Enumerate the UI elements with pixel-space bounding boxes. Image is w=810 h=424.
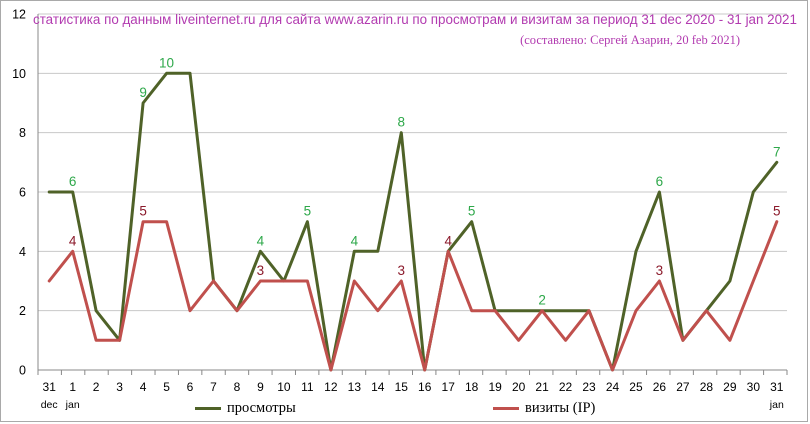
x-tick-label: 9 — [257, 380, 264, 394]
x-tick-label: 1 — [69, 380, 76, 394]
x-tick-label: 28 — [700, 380, 714, 394]
data-label-series-1: 5 — [468, 204, 476, 219]
x-tick-label: 23 — [582, 380, 596, 394]
y-tick-label: 0 — [19, 364, 26, 378]
data-label-series-2: 4 — [444, 233, 452, 248]
x-tick-label: 14 — [371, 380, 385, 394]
x-tick-label: 26 — [653, 380, 667, 394]
x-tick-label: 13 — [348, 380, 362, 394]
legend-swatch-views — [195, 406, 221, 410]
data-label-series-2: 3 — [656, 263, 664, 278]
x-tick-label: 19 — [488, 380, 502, 394]
legend-label-visits: визиты (IP) — [525, 399, 596, 416]
y-tick-label: 2 — [19, 304, 26, 318]
x-tick-label: 22 — [559, 380, 573, 394]
legend-item-views: просмотры — [195, 398, 296, 418]
y-tick-label: 10 — [12, 67, 26, 81]
x-tick-label: 11 — [301, 380, 314, 394]
chart-title: статистика по данным liveinternet.ru для… — [33, 12, 797, 27]
x-month-label: dec — [41, 399, 58, 411]
x-month-label: jan — [769, 399, 784, 411]
data-label-series-2: 4 — [69, 233, 77, 248]
chart-subtitle: (составлено: Сергей Азарин, 20 feb 2021) — [520, 33, 740, 47]
y-tick-label: 12 — [12, 8, 26, 22]
data-label-series-2: 3 — [398, 263, 406, 278]
x-tick-label: 3 — [116, 380, 123, 394]
x-tick-label: 8 — [234, 380, 241, 394]
x-tick-label: 12 — [324, 380, 338, 394]
data-label-series-1: 6 — [69, 174, 77, 189]
legend-label-views: просмотры — [227, 399, 296, 416]
x-tick-label: 21 — [535, 380, 549, 394]
y-tick-label: 6 — [19, 186, 26, 200]
data-label-series-1: 6 — [656, 174, 664, 189]
x-tick-label: 6 — [187, 380, 194, 394]
x-tick-label: 27 — [676, 380, 690, 394]
x-tick-label: 17 — [442, 380, 456, 394]
legend-swatch-visits — [493, 406, 519, 410]
x-month-label: jan — [65, 399, 80, 411]
data-label-series-1: 2 — [538, 293, 546, 308]
series-line-1 — [47, 71, 779, 372]
x-tick-label: 25 — [629, 380, 643, 394]
x-tick-label: 29 — [723, 380, 737, 394]
y-tick-label: 8 — [19, 126, 26, 140]
data-label-series-1: 5 — [304, 204, 312, 219]
x-tick-label: 30 — [747, 380, 761, 394]
x-tick-label: 15 — [395, 380, 409, 394]
x-tick-label: 5 — [163, 380, 170, 394]
x-tick-label: 31 — [770, 380, 784, 394]
x-tick-label: 31 — [43, 380, 57, 394]
data-label-series-1: 4 — [351, 233, 359, 248]
series-line-2 — [47, 220, 779, 372]
x-tick-label: 7 — [210, 380, 217, 394]
data-label-series-1: 9 — [139, 85, 147, 100]
x-tick-label: 10 — [277, 380, 291, 394]
legend-item-visits: визиты (IP) — [493, 398, 595, 418]
data-label-series-1: 4 — [257, 233, 265, 248]
data-label-series-1: 7 — [773, 144, 781, 159]
x-tick-label: 18 — [465, 380, 479, 394]
data-label-series-2: 5 — [139, 204, 147, 219]
data-label-series-1: 8 — [398, 115, 406, 130]
x-tick-label: 2 — [93, 380, 100, 394]
x-tick-label: 24 — [606, 380, 620, 394]
data-label-series-2: 5 — [773, 204, 781, 219]
x-tick-label: 16 — [418, 380, 432, 394]
data-label-series-1: 10 — [159, 55, 174, 70]
x-tick-label: 20 — [512, 380, 526, 394]
x-tick-label: 4 — [140, 380, 147, 394]
y-tick-label: 4 — [19, 245, 26, 259]
data-label-series-2: 3 — [257, 263, 265, 278]
